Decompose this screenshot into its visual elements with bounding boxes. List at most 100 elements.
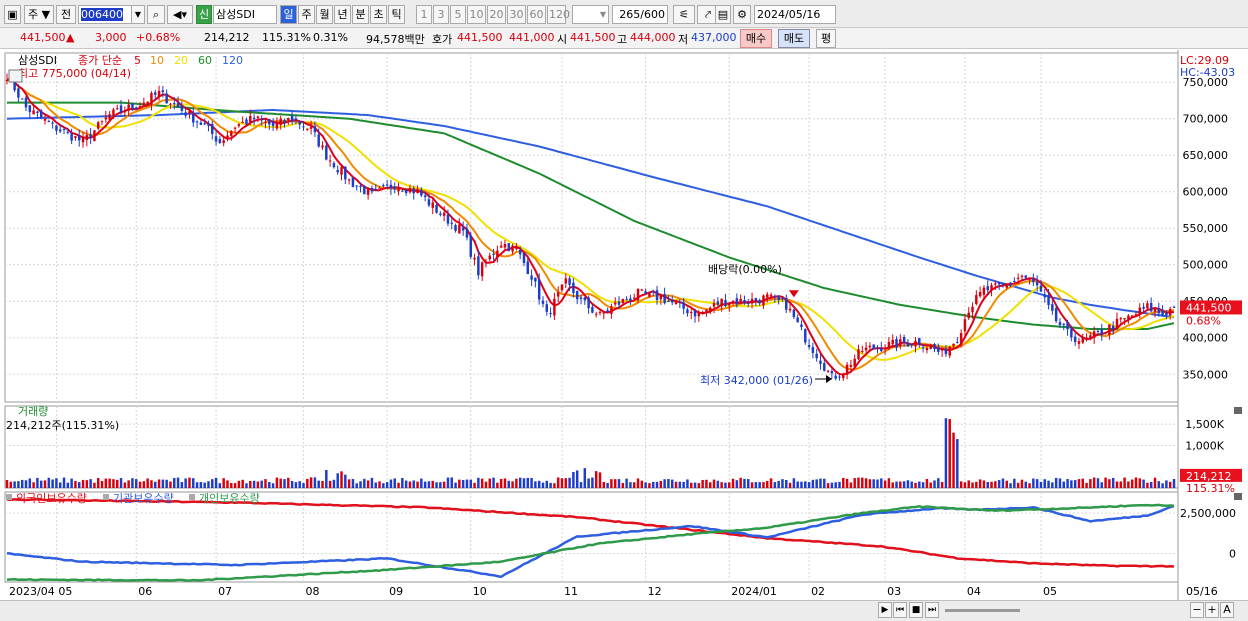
save-icon[interactable]: ▤ — [715, 5, 731, 24]
volume-bar — [1028, 483, 1031, 488]
candle-body — [454, 225, 457, 231]
indicator-icon[interactable]: ⚟ — [673, 5, 695, 24]
interval-button-60[interactable]: 60 — [527, 5, 546, 24]
volume-bar — [891, 482, 894, 488]
zoom-slider[interactable] — [945, 609, 1020, 612]
interval-button-5[interactable]: 5 — [450, 5, 466, 24]
period-button-2[interactable]: 월 — [316, 5, 333, 24]
candle-body — [1168, 308, 1172, 316]
candle-body — [363, 185, 366, 195]
volume-bar — [674, 481, 678, 488]
candle-body — [712, 302, 716, 307]
volume-bar — [499, 479, 503, 488]
zoom-out-button[interactable]: − — [1190, 602, 1204, 618]
candle-body — [47, 121, 51, 123]
candle-body — [701, 311, 704, 314]
volume-bar — [503, 478, 507, 488]
font-size-button[interactable]: A — [1220, 602, 1234, 618]
candle-body — [123, 111, 127, 113]
candle-body — [636, 288, 640, 301]
candle-body — [138, 106, 142, 108]
period-button-3[interactable]: 년 — [334, 5, 351, 24]
volume-bar — [222, 478, 225, 488]
data-count-field[interactable]: 265/600 — [612, 5, 668, 24]
interval-button-3[interactable]: 3 — [433, 5, 449, 24]
candle-body — [895, 339, 898, 348]
period-button-1[interactable]: 주 — [298, 5, 315, 24]
period-button-5[interactable]: 초 — [370, 5, 387, 24]
candle-body — [108, 114, 111, 120]
interval-button-10[interactable]: 10 — [467, 5, 486, 24]
candle-body — [416, 189, 419, 193]
candle-body — [956, 342, 959, 344]
buy-button[interactable]: 매수 — [740, 29, 772, 48]
candle-body — [663, 294, 666, 304]
period-button-4[interactable]: 분 — [352, 5, 369, 24]
volume-bar — [857, 477, 860, 488]
candle-body — [203, 123, 206, 125]
candle-body — [678, 301, 682, 303]
zoom-in-button[interactable]: + — [1205, 602, 1219, 618]
volume-bar — [1153, 477, 1157, 488]
speaker-icon[interactable]: ◀▾ — [167, 5, 193, 24]
jeon-button[interactable]: 전 — [56, 5, 76, 24]
eval-button[interactable]: 평 — [816, 29, 836, 48]
chart-type-select[interactable]: 주 ▼ — [24, 5, 54, 24]
stock-name-field[interactable]: 삼성SDI — [213, 5, 277, 24]
volume-bar — [994, 481, 997, 488]
last-button[interactable]: ⏭ — [925, 602, 939, 618]
candle-body — [100, 120, 104, 122]
volume-bar — [81, 479, 85, 488]
scroll-right-button[interactable]: ▶ — [878, 602, 892, 618]
volume-bar — [344, 474, 347, 488]
volume-bar — [606, 482, 609, 488]
volume-bar — [526, 478, 530, 488]
volume-close-icon — [1234, 407, 1242, 414]
low-price: 437,000 — [691, 31, 737, 44]
candle-body — [36, 111, 39, 113]
candle-body — [933, 344, 936, 350]
window-icon[interactable]: ▣ — [4, 5, 21, 24]
candle-body — [773, 295, 777, 297]
date-input[interactable]: 2024/05/16 — [754, 5, 836, 24]
candle-body — [279, 118, 282, 126]
interval-input[interactable]: ▼ — [572, 5, 609, 24]
interval-button-1[interactable]: 1 — [416, 5, 432, 24]
chevron-down-icon[interactable]: ▼ — [131, 5, 145, 24]
candle-body — [157, 90, 161, 97]
search-icon[interactable]: ⌕ — [147, 5, 165, 24]
sell-button[interactable]: 매도 — [778, 29, 810, 48]
high-price: 444,000 — [630, 31, 676, 44]
stock-chart[interactable]: 750,000 700,000 650,000 600,000 550,000 500,0… — [0, 50, 1248, 600]
interval-button-20[interactable]: 20 — [487, 5, 506, 24]
holdings-tick-label: 0 — [1229, 548, 1236, 561]
volume-bar — [20, 479, 24, 488]
first-button[interactable]: ⏮ — [893, 602, 907, 618]
candle-body — [302, 126, 305, 128]
candle-body — [287, 118, 290, 121]
candle-body — [617, 301, 621, 305]
interval-button-30[interactable]: 30 — [507, 5, 526, 24]
period-button-0[interactable]: 일 — [280, 5, 297, 24]
candle-body — [283, 119, 286, 123]
interval-button-120[interactable]: 120 — [547, 5, 570, 24]
volume-bar — [385, 482, 389, 488]
stop-button[interactable]: ■ — [909, 602, 923, 618]
period-button-6[interactable]: 틱 — [388, 5, 405, 24]
volume-bar — [899, 481, 902, 488]
candle-body — [1001, 283, 1005, 285]
volume-bar — [849, 482, 853, 488]
candle-body — [1146, 303, 1149, 309]
volume-bar — [1039, 481, 1043, 488]
candle-body — [423, 195, 427, 198]
candle-body — [739, 298, 742, 304]
volume-bar — [906, 480, 910, 488]
candle-body — [127, 104, 130, 111]
candle-body — [978, 292, 982, 297]
volume-bar — [382, 483, 385, 488]
gear-icon[interactable]: ⚙ — [733, 5, 751, 24]
volume-bar — [709, 482, 712, 488]
stock-code-input[interactable]: 006400 — [78, 5, 144, 24]
x-tick-label: 11 — [564, 585, 578, 598]
candle-body — [169, 103, 172, 105]
